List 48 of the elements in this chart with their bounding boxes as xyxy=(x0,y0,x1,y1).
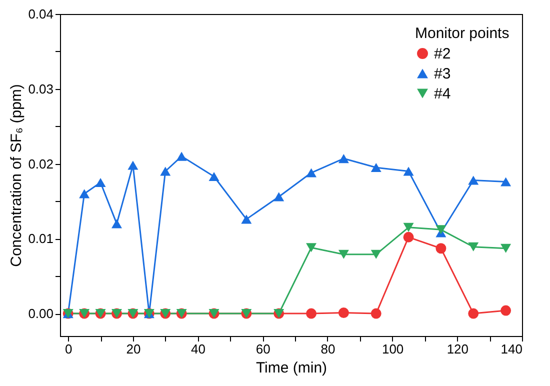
point xyxy=(176,152,187,161)
point xyxy=(370,162,382,172)
x-tick-label: 40 xyxy=(191,342,206,356)
y-tick-label: 0.00 xyxy=(28,306,54,322)
point xyxy=(370,250,382,259)
x-tick-label: 0 xyxy=(64,342,72,356)
point xyxy=(128,160,138,170)
legend-label: #2 xyxy=(434,46,451,62)
x-tick-label: 20 xyxy=(126,342,141,356)
point xyxy=(403,166,414,176)
y-tick-label: 0.02 xyxy=(28,156,54,172)
point xyxy=(468,308,479,319)
point xyxy=(370,308,382,319)
point xyxy=(306,308,317,319)
point xyxy=(79,189,90,198)
point xyxy=(468,242,479,252)
point xyxy=(306,168,317,178)
point xyxy=(436,243,446,254)
point xyxy=(338,250,349,259)
x-tick-label: 80 xyxy=(320,342,336,356)
point xyxy=(500,244,512,253)
point xyxy=(500,305,512,316)
point xyxy=(500,177,512,186)
point xyxy=(111,219,122,228)
x-tick-label: 60 xyxy=(256,342,270,356)
y-tick-label: 0.01 xyxy=(28,231,54,246)
point xyxy=(403,222,414,232)
legend-label: #3 xyxy=(434,66,451,82)
point xyxy=(468,176,479,185)
point xyxy=(274,192,284,202)
point xyxy=(241,214,252,224)
point xyxy=(306,243,317,252)
x-axis-title: Time (min) xyxy=(256,360,328,376)
x-tick-label: 140 xyxy=(500,342,522,356)
y-tick-label: 0.03 xyxy=(28,81,54,96)
point xyxy=(436,225,446,234)
point xyxy=(208,172,220,182)
point xyxy=(338,154,349,164)
y-axis-title: Concentration of SF₆ (ppm) xyxy=(8,84,26,267)
point xyxy=(160,166,171,176)
y-tick-label: 0.04 xyxy=(28,6,54,22)
point xyxy=(403,232,414,242)
legend-title: Monitor points xyxy=(415,25,510,42)
legend-label: #4 xyxy=(434,86,451,102)
x-tick-label: 120 xyxy=(446,342,469,356)
point xyxy=(338,308,349,318)
x-tick-label: 100 xyxy=(382,342,404,356)
point xyxy=(95,178,106,188)
